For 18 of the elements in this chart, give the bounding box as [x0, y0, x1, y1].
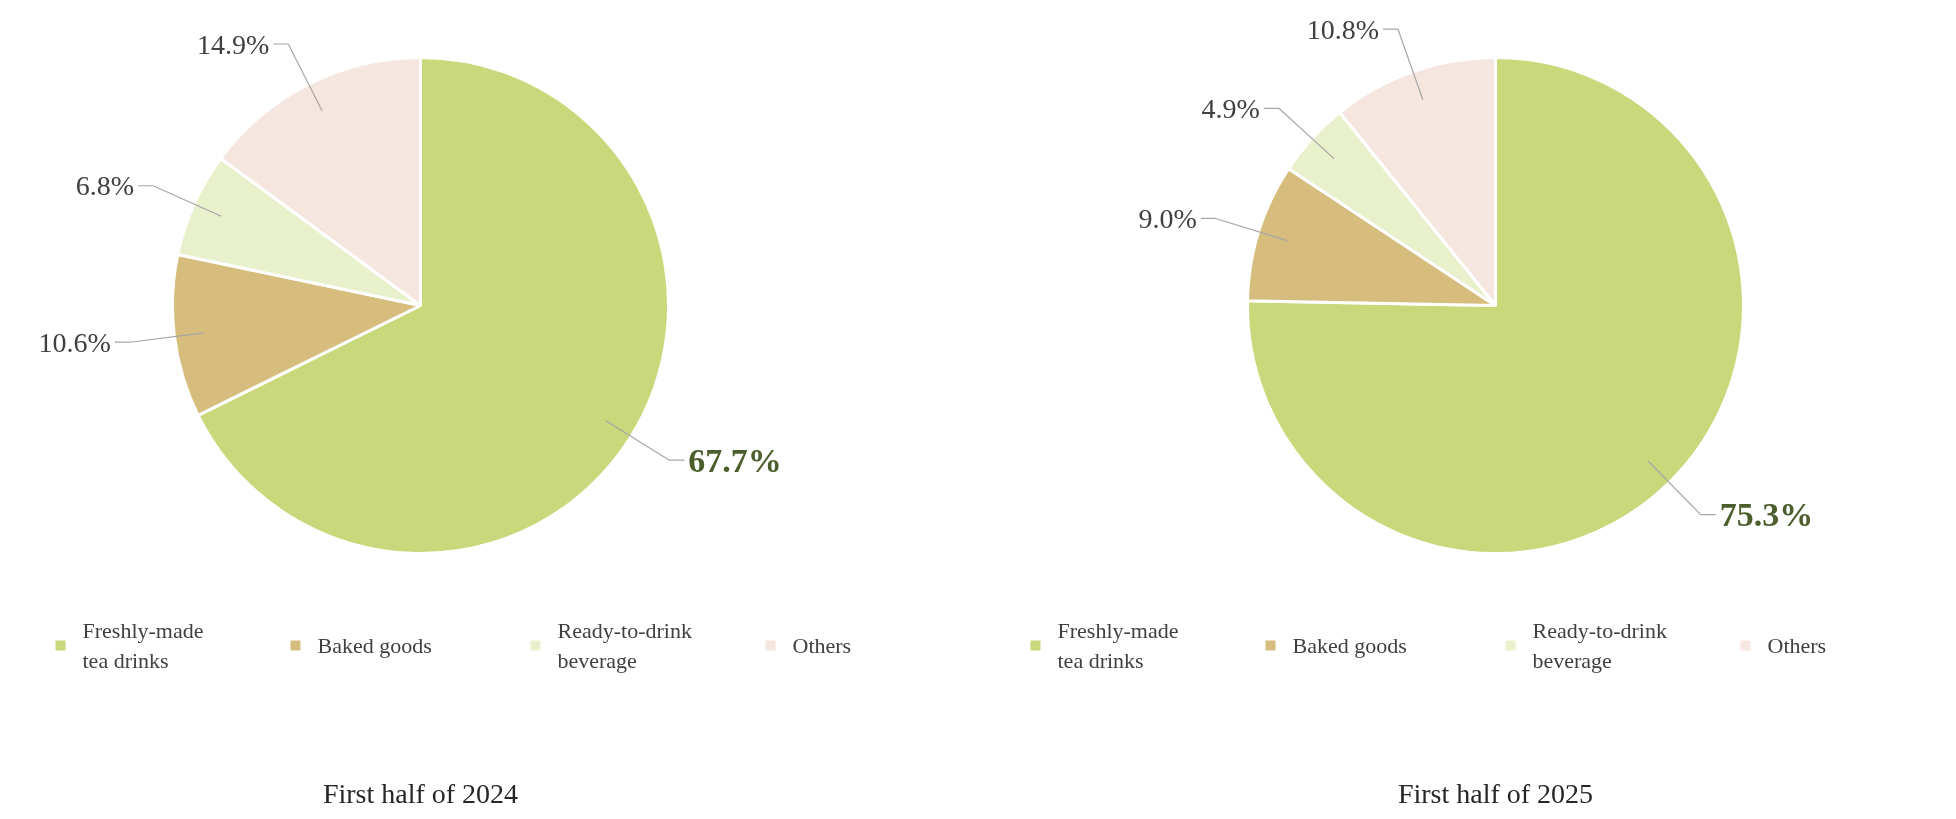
legend-label: Others — [1767, 633, 1827, 658]
data-label: 75.3% — [1719, 496, 1814, 534]
data-label: 10.6% — [38, 326, 111, 358]
data-label: 6.8% — [75, 170, 135, 202]
data-label: 4.9% — [1201, 92, 1260, 124]
legend-label: Freshly-made tea drinks — [82, 618, 204, 673]
text: First half of 2024 — [322, 778, 519, 809]
data-label: 67.7% — [688, 441, 782, 479]
legend-label: Others — [792, 633, 852, 658]
legend-label: Ready-to-drink beverage — [1532, 618, 1667, 673]
legend-label: Baked goods — [1292, 633, 1407, 658]
data-label: 9.0% — [1138, 202, 1197, 234]
legend-label: Ready-to-drink beverage — [557, 618, 692, 673]
legend-label: Freshly-made tea drinks — [1057, 618, 1179, 673]
legend-label: Baked goods — [317, 633, 432, 658]
data-label: 14.9% — [196, 28, 270, 60]
data-label: 10.8% — [1306, 13, 1379, 45]
text: First half of 2025 — [1397, 778, 1594, 809]
